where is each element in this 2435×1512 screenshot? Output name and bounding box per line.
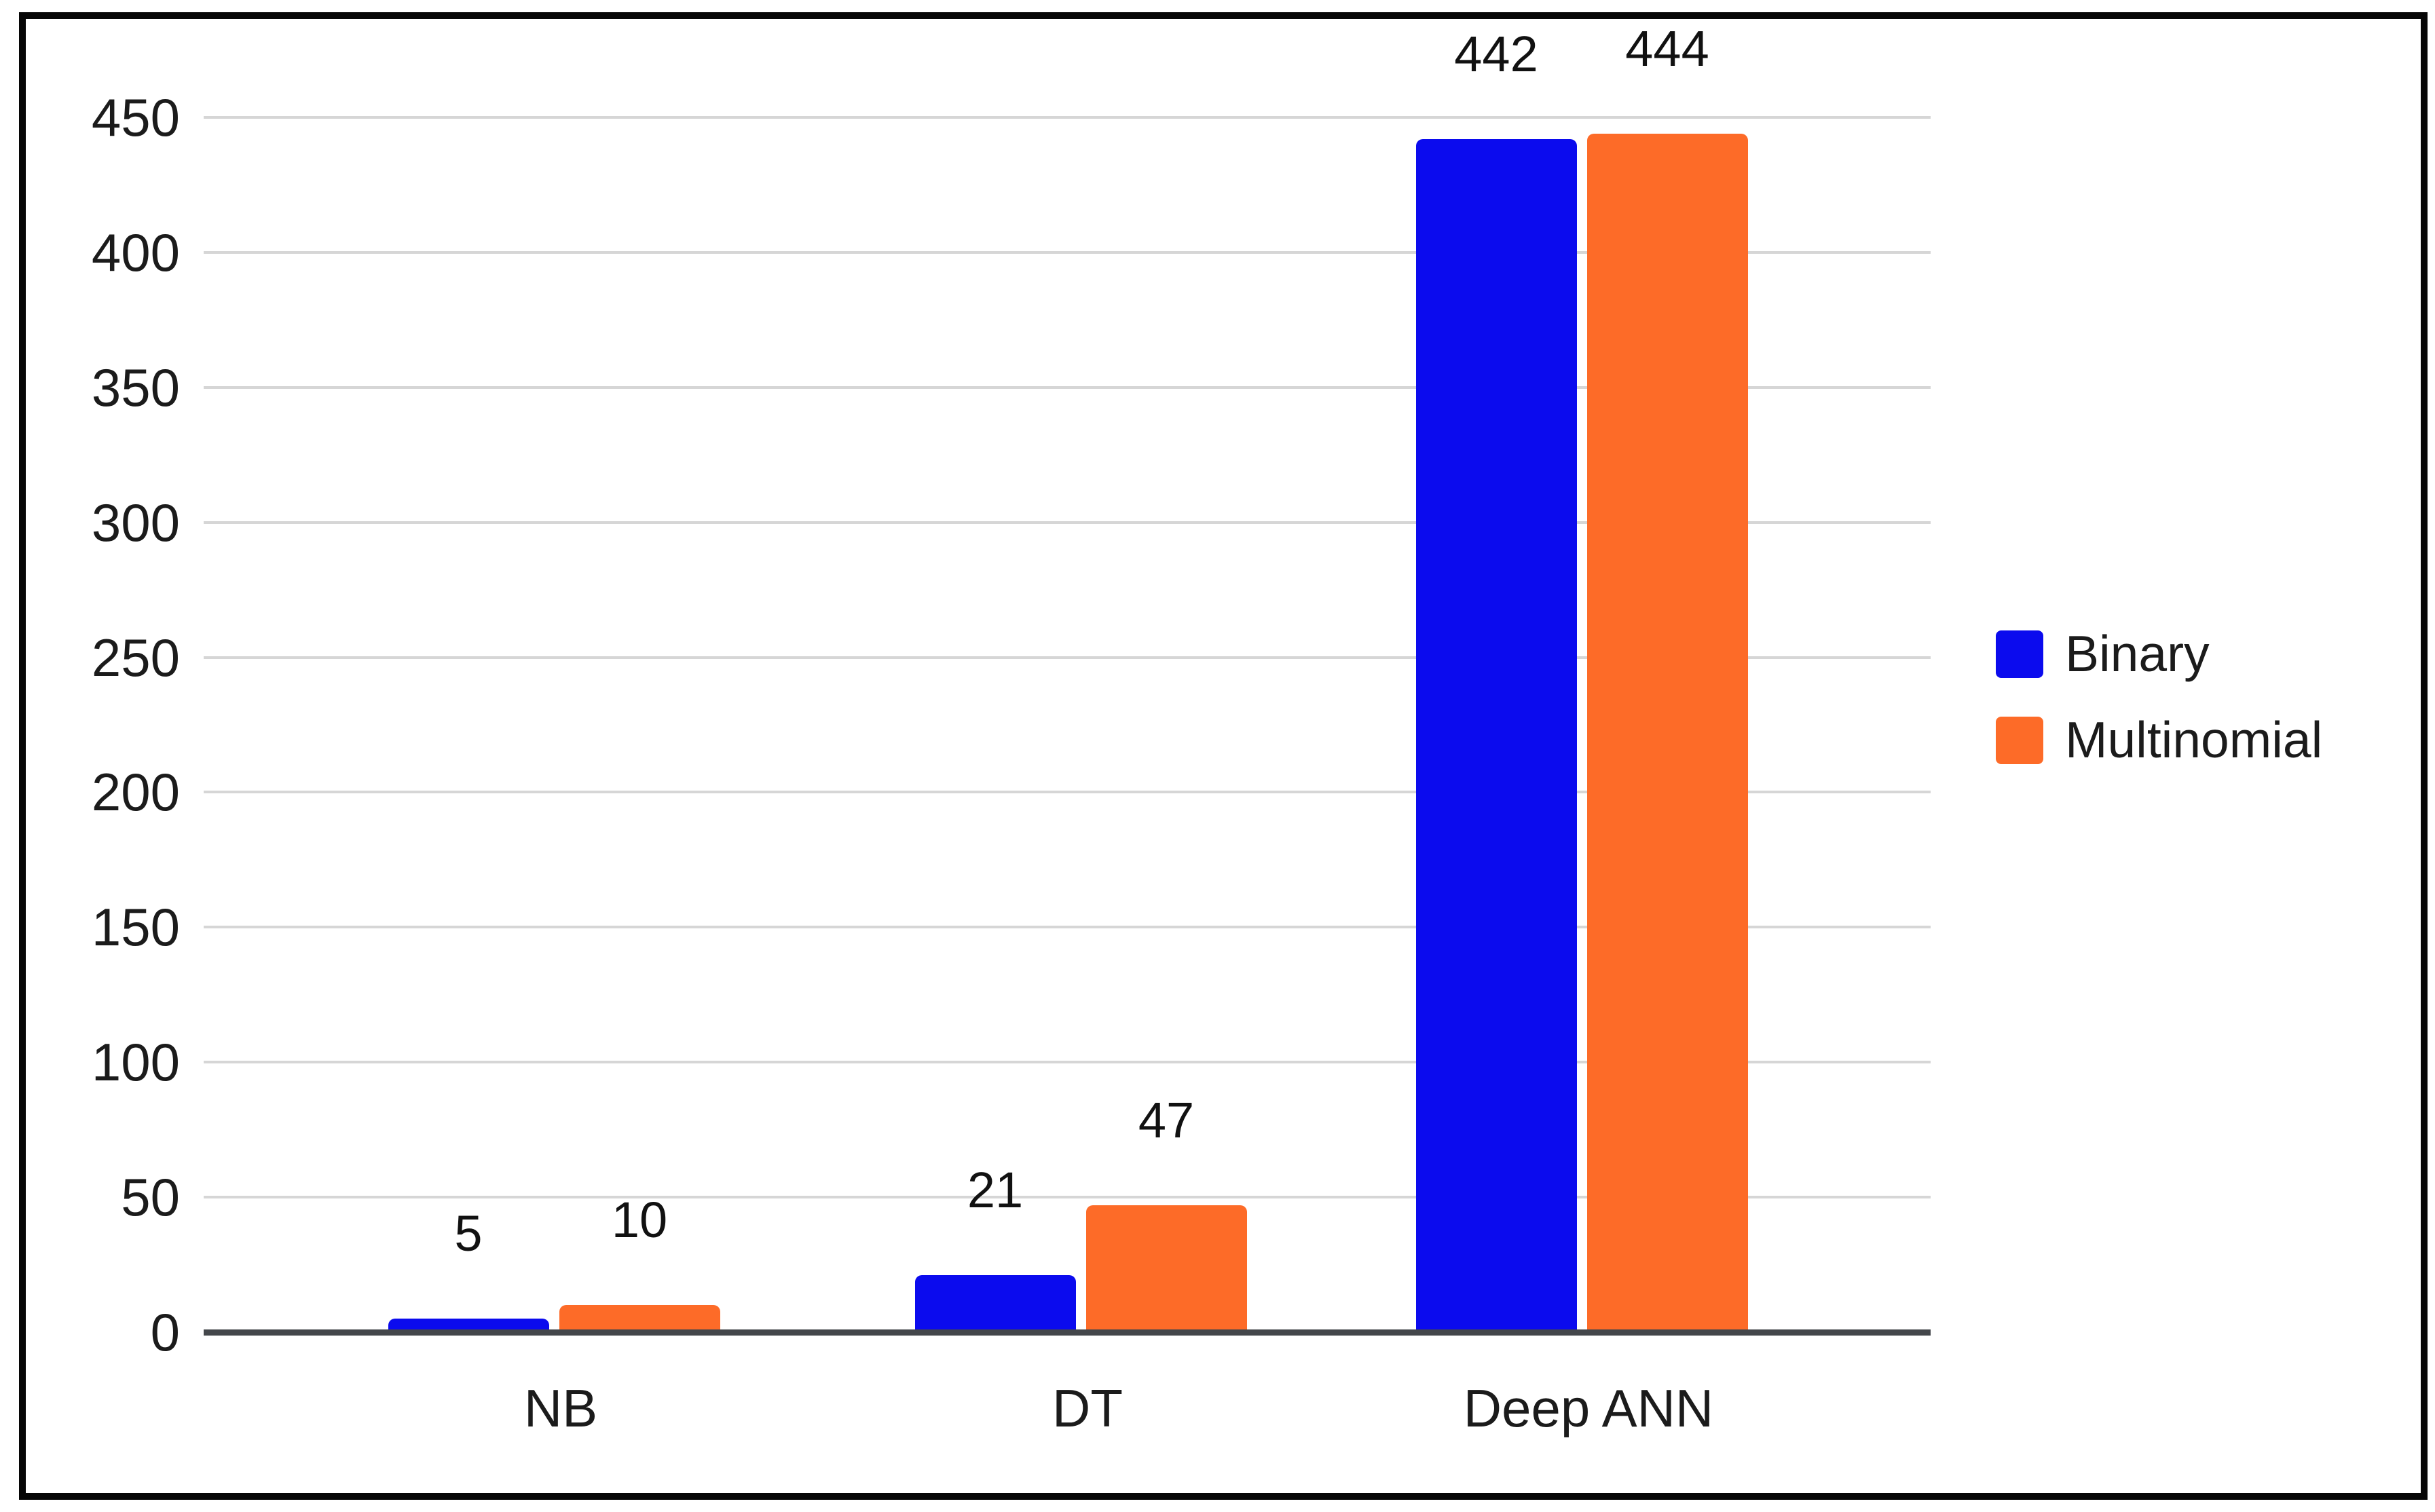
bar-binary-dt	[914, 1275, 1076, 1332]
y-axis-tick-label-50: 50	[121, 1167, 180, 1228]
gridline-250	[204, 656, 1931, 659]
gridline-300	[204, 521, 1931, 524]
x-axis-baseline	[204, 1329, 1931, 1336]
plot-area: 0 50 100 150 200 250 300 350 400 450 5 10 21 47 442 444	[92, 24, 1931, 1359]
legend-swatch-binary-icon	[1996, 630, 2043, 678]
bar-multinomial-dt	[1085, 1205, 1247, 1332]
legend: Binary Multinomial	[1996, 628, 2322, 766]
bar-value-label-multinomial-nb: 10	[611, 1192, 668, 1248]
bar-binary-nb	[388, 1319, 549, 1332]
y-axis-tick-label-100: 100	[91, 1032, 180, 1093]
gridline-50	[204, 1196, 1931, 1199]
x-axis-label-dt: DT	[1052, 1378, 1123, 1438]
legend-label-binary: Binary	[2065, 625, 2210, 682]
gridline-450	[204, 116, 1931, 119]
y-axis-tick-label-300: 300	[91, 492, 180, 552]
bar-multinomial-deep-ann	[1586, 134, 1748, 1332]
legend-label-multinomial: Multinomial	[2065, 711, 2323, 768]
gridline-100	[204, 1061, 1931, 1064]
y-axis-tick-label-200: 200	[91, 762, 180, 823]
bar-value-label-binary-dt: 21	[967, 1162, 1024, 1218]
y-axis-tick-label-450: 450	[91, 88, 180, 147]
y-axis-tick-label-350: 350	[91, 357, 180, 417]
bar-value-label-multinomial-deep-ann: 444	[1625, 20, 1709, 77]
bar-value-label-binary-deep-ann: 442	[1454, 26, 1538, 82]
y-axis-tick-label-400: 400	[91, 222, 180, 282]
gridline-400	[204, 250, 1931, 254]
legend-swatch-multinomial-icon	[1996, 716, 2043, 764]
bar-value-label-multinomial-dt: 47	[1138, 1092, 1195, 1148]
legend-item-binary: Binary	[1996, 628, 2322, 679]
y-axis-tick-label-150: 150	[91, 897, 180, 958]
bar-value-label-binary-nb: 5	[454, 1205, 483, 1262]
gridline-350	[204, 385, 1931, 389]
gridline-150	[204, 926, 1931, 929]
y-axis-tick-label-250: 250	[91, 627, 180, 687]
gridline-200	[204, 791, 1931, 794]
chart-frame: 0 50 100 150 200 250 300 350 400 450 5 10 21 47 442 444…	[19, 12, 2428, 1500]
bar-binary-deep-ann	[1415, 139, 1577, 1332]
y-axis-tick-label-0: 0	[150, 1302, 180, 1362]
bar-multinomial-nb	[559, 1305, 720, 1332]
x-axis-label-deep-ann: Deep ANN	[1463, 1378, 1714, 1438]
x-axis-label-nb: NB	[523, 1378, 598, 1438]
legend-item-multinomial: Multinomial	[1996, 715, 2322, 766]
